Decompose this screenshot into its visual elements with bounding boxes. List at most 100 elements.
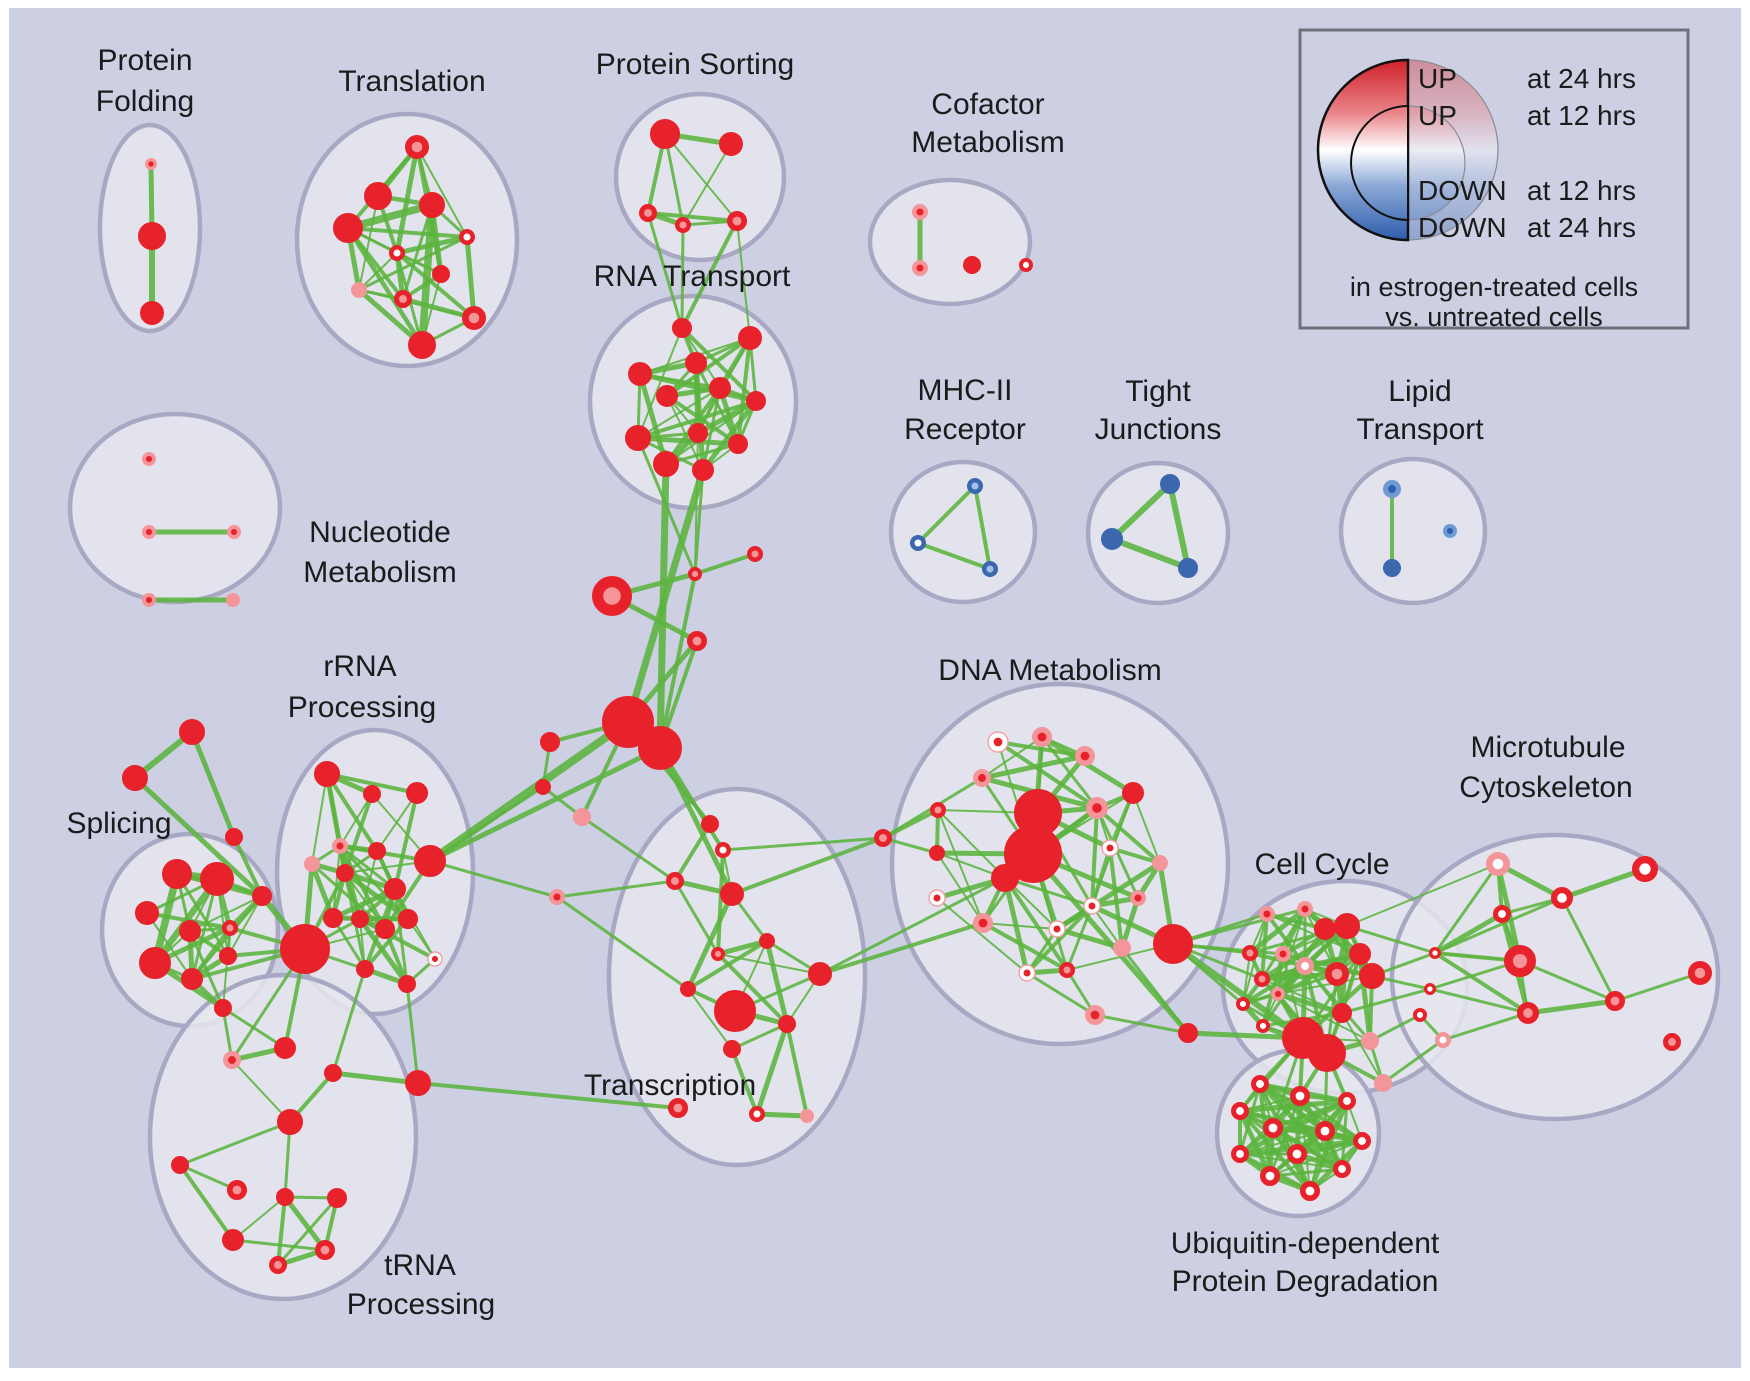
gene-node[interactable] <box>1383 479 1402 498</box>
gene-node[interactable] <box>1255 1019 1270 1034</box>
gene-node[interactable] <box>686 630 707 651</box>
gene-node[interactable] <box>737 325 762 350</box>
gene-node[interactable] <box>1274 945 1291 962</box>
gene-node[interactable] <box>1085 797 1108 820</box>
gene-node[interactable] <box>981 560 998 577</box>
gene-node[interactable] <box>393 289 412 308</box>
gene-node[interactable] <box>727 433 748 454</box>
gene-node[interactable] <box>374 918 395 939</box>
gene-node[interactable] <box>1235 997 1250 1012</box>
gene-node[interactable] <box>1263 1118 1284 1139</box>
gene-node[interactable] <box>227 525 242 540</box>
gene-node[interactable] <box>687 422 708 443</box>
gene-node[interactable] <box>718 132 743 157</box>
gene-node[interactable] <box>909 534 926 551</box>
gene-node[interactable] <box>1429 946 1442 959</box>
gene-node[interactable] <box>1258 905 1275 922</box>
gene-node[interactable] <box>758 932 775 949</box>
gene-node[interactable] <box>273 1036 296 1059</box>
gene-node[interactable] <box>1178 1023 1199 1044</box>
gene-node[interactable] <box>653 451 680 478</box>
gene-node[interactable] <box>929 801 946 818</box>
gene-node[interactable] <box>1424 982 1437 995</box>
gene-node[interactable] <box>637 725 682 770</box>
gene-node[interactable] <box>219 947 238 966</box>
gene-node[interactable] <box>1032 726 1053 747</box>
gene-node[interactable] <box>350 910 369 929</box>
gene-node[interactable] <box>226 593 241 608</box>
gene-node[interactable] <box>1361 1032 1380 1051</box>
gene-node[interactable] <box>137 221 166 250</box>
gene-node[interactable] <box>178 719 205 746</box>
gene-node[interactable] <box>1324 961 1349 986</box>
gene-node[interactable] <box>335 864 354 883</box>
gene-node[interactable] <box>314 1240 335 1261</box>
gene-node[interactable] <box>1287 1144 1308 1165</box>
gene-node[interactable] <box>1687 960 1712 985</box>
gene-node[interactable] <box>701 815 720 834</box>
gene-node[interactable] <box>225 828 244 847</box>
gene-node[interactable] <box>142 451 157 466</box>
gene-node[interactable] <box>388 245 405 262</box>
gene-node[interactable] <box>121 765 148 792</box>
gene-node[interactable] <box>277 1109 304 1136</box>
gene-node[interactable] <box>1075 745 1096 766</box>
gene-node[interactable] <box>1160 473 1181 494</box>
gene-node[interactable] <box>280 924 330 974</box>
gene-node[interactable] <box>667 1098 688 1119</box>
gene-node[interactable] <box>807 961 832 986</box>
gene-node[interactable] <box>1550 887 1573 910</box>
gene-node[interactable] <box>1313 918 1336 941</box>
gene-node[interactable] <box>1493 905 1512 924</box>
gene-node[interactable] <box>414 844 447 877</box>
gene-node[interactable] <box>639 204 658 223</box>
gene-node[interactable] <box>135 900 160 925</box>
gene-node[interactable] <box>222 1228 245 1251</box>
gene-node[interactable] <box>692 458 715 481</box>
gene-node[interactable] <box>214 999 233 1018</box>
gene-node[interactable] <box>331 837 348 854</box>
gene-node[interactable] <box>404 135 429 160</box>
gene-node[interactable] <box>142 525 157 540</box>
gene-node[interactable] <box>591 575 632 616</box>
gene-node[interactable] <box>1503 944 1536 977</box>
gene-node[interactable] <box>1632 856 1659 883</box>
gene-node[interactable] <box>778 1015 797 1034</box>
gene-node[interactable] <box>1434 1031 1451 1048</box>
gene-node[interactable] <box>1300 1181 1321 1202</box>
gene-node[interactable] <box>1290 1086 1311 1107</box>
gene-node[interactable] <box>723 1040 742 1059</box>
gene-node[interactable] <box>1412 1008 1427 1023</box>
gene-node[interactable] <box>326 1188 347 1209</box>
gene-node[interactable] <box>1338 1092 1357 1111</box>
gene-node[interactable] <box>966 477 983 494</box>
gene-node[interactable] <box>1018 964 1035 981</box>
gene-node[interactable] <box>748 1105 765 1122</box>
gene-node[interactable] <box>268 1256 287 1275</box>
gene-node[interactable] <box>322 907 343 928</box>
gene-node[interactable] <box>179 920 202 943</box>
gene-node[interactable] <box>1374 1074 1393 1093</box>
gene-node[interactable] <box>1307 1033 1346 1072</box>
gene-node[interactable] <box>1121 782 1144 805</box>
gene-node[interactable] <box>458 229 475 246</box>
gene-node[interactable] <box>405 782 428 805</box>
gene-node[interactable] <box>711 947 726 962</box>
gene-node[interactable] <box>1251 1075 1270 1094</box>
gene-node[interactable] <box>874 829 893 848</box>
gene-node[interactable] <box>573 808 592 827</box>
gene-node[interactable] <box>1332 1002 1353 1023</box>
gene-node[interactable] <box>928 889 945 906</box>
gene-node[interactable] <box>539 731 560 752</box>
gene-node[interactable] <box>1270 987 1285 1002</box>
gene-node[interactable] <box>1663 1033 1682 1052</box>
gene-node[interactable] <box>364 181 393 210</box>
gene-node[interactable] <box>1013 788 1062 837</box>
gene-node[interactable] <box>1333 1160 1352 1179</box>
gene-node[interactable] <box>1353 1132 1372 1151</box>
gene-node[interactable] <box>963 255 982 274</box>
gene-node[interactable] <box>928 844 945 861</box>
gene-node[interactable] <box>1101 839 1118 856</box>
gene-node[interactable] <box>800 1108 815 1123</box>
gene-node[interactable] <box>223 1051 242 1070</box>
